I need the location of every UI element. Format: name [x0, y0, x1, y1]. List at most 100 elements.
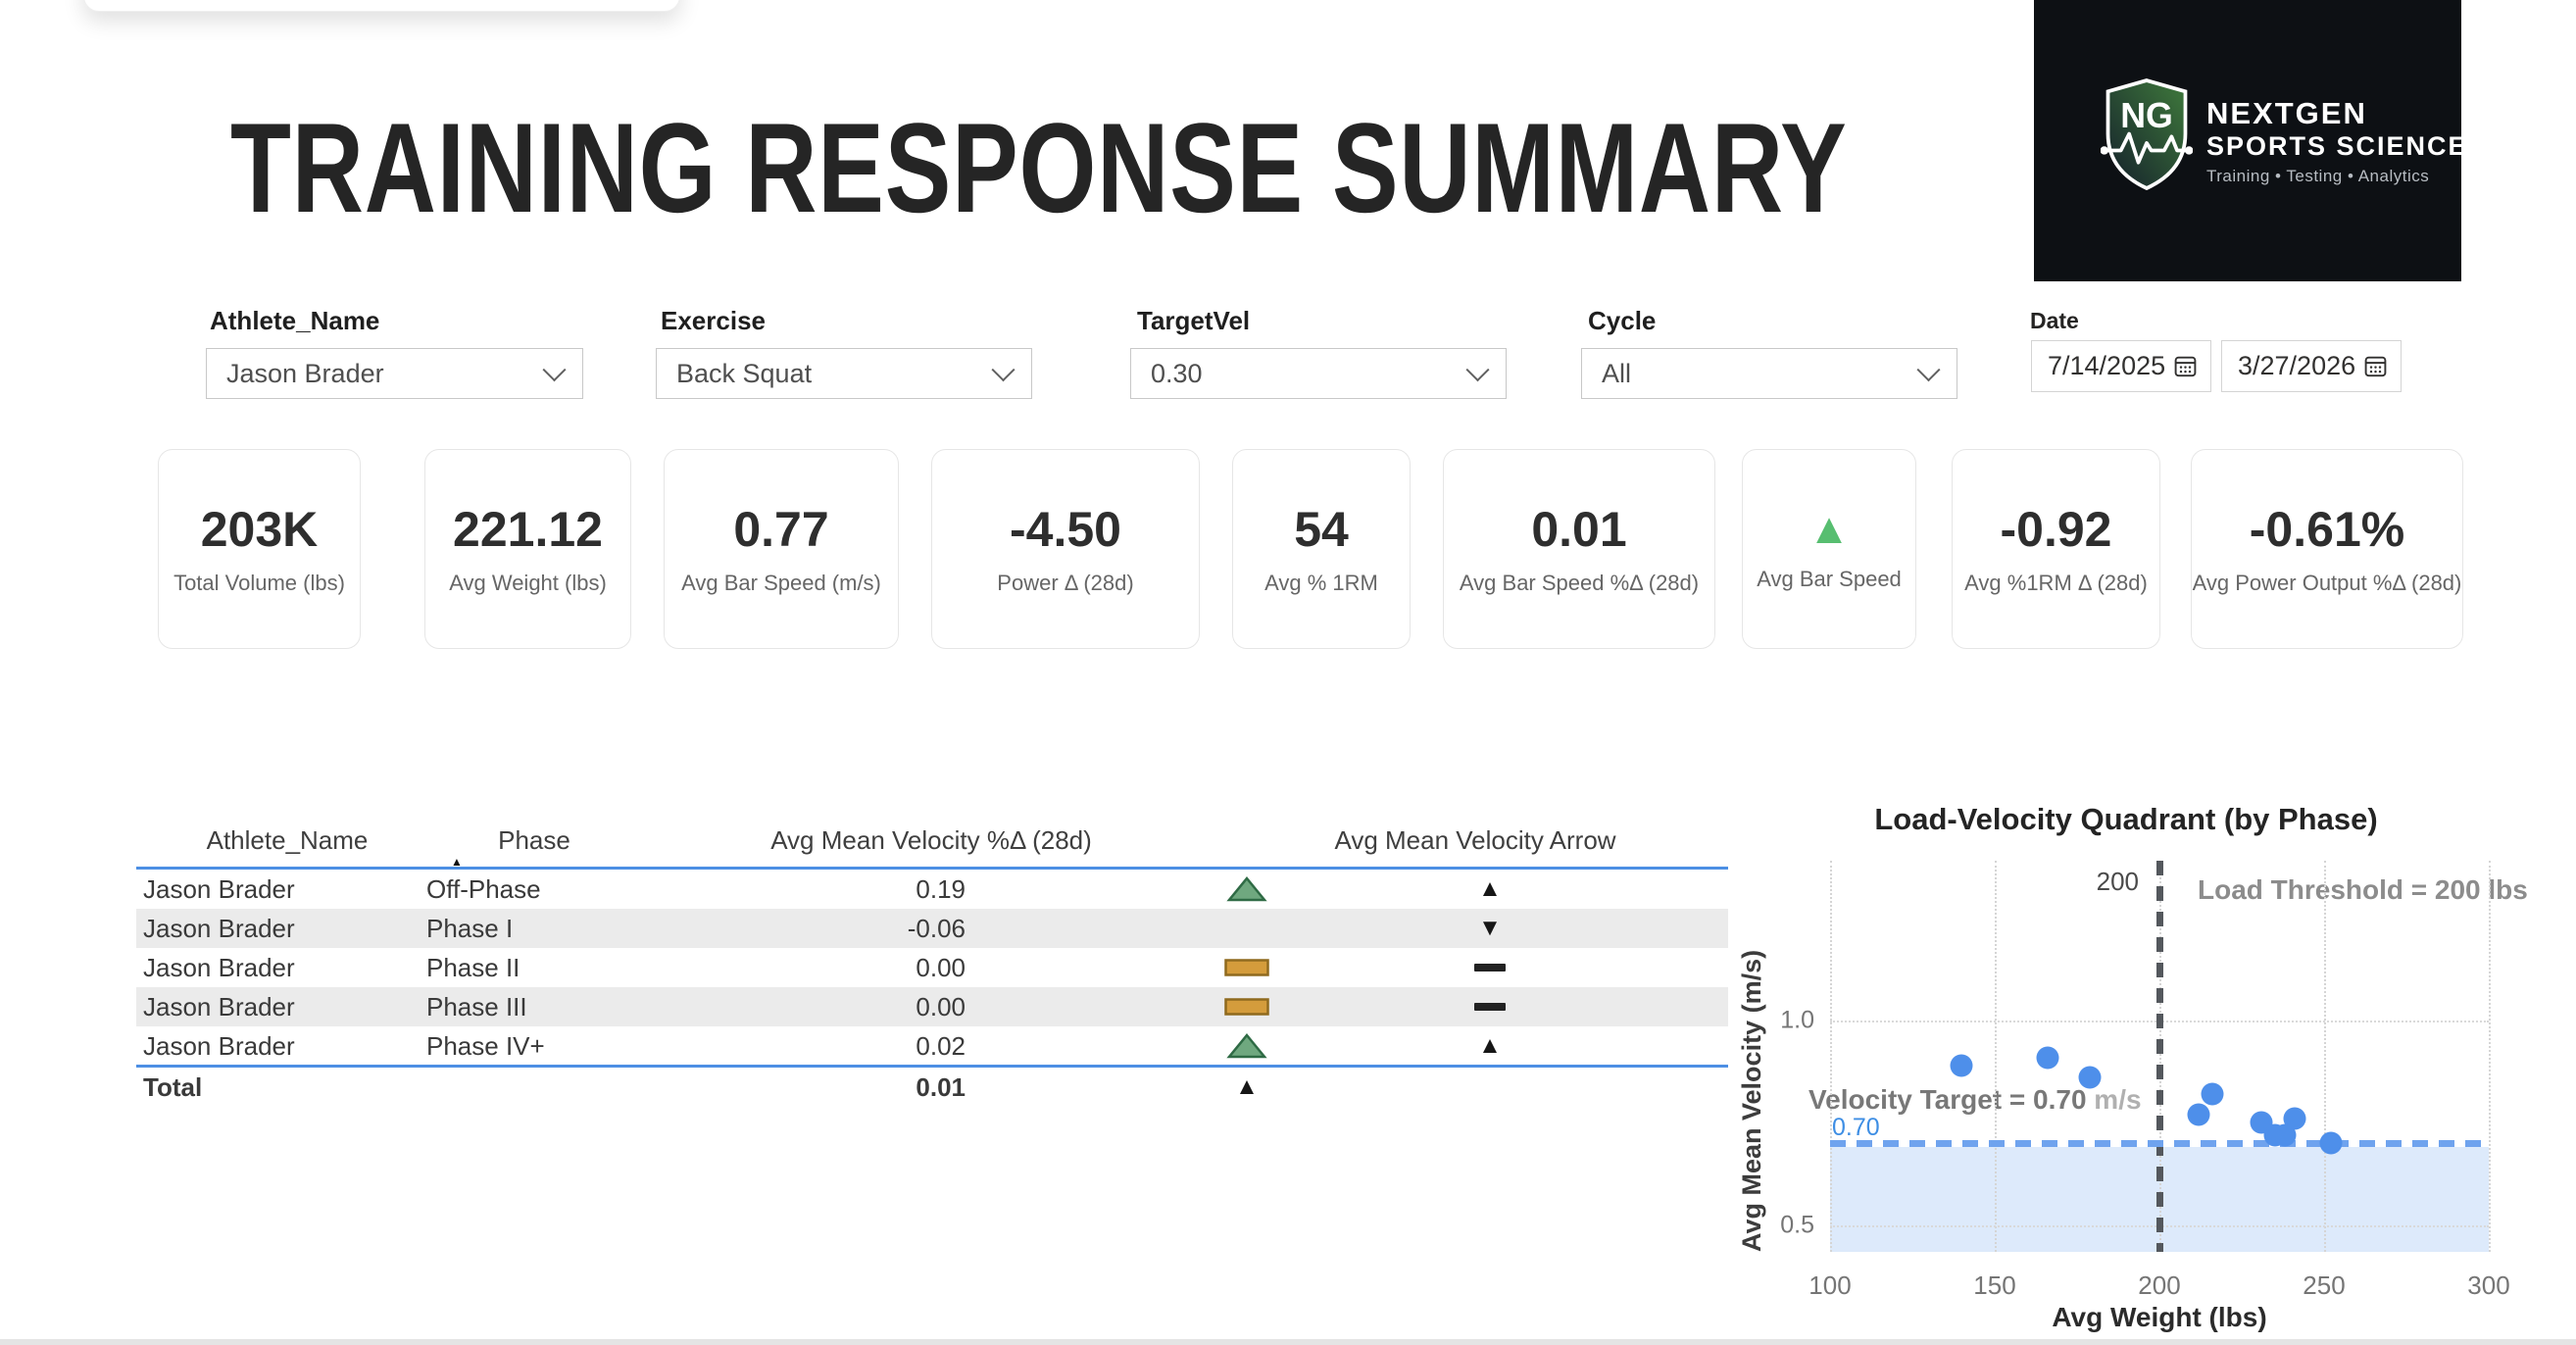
kpi-label: Avg % 1RM: [1264, 570, 1378, 595]
targetvel-dropdown[interactable]: 0.30: [1130, 348, 1507, 399]
x-tick-label-300: 300: [2467, 1270, 2510, 1300]
scatter-point-1[interactable]: [2036, 1046, 2059, 1070]
x-tick-label-200: 200: [2138, 1270, 2181, 1300]
exercise-dropdown-value: Back Squat: [676, 358, 813, 388]
gridline-x-100: [1830, 861, 1832, 1252]
date-start-value: 7/14/2025: [2048, 351, 2166, 380]
date-filter-label: Date: [2030, 308, 2079, 333]
table-body: Jason Brader Off-Phase 0.19 ▲ Jason Brader Ph…: [136, 870, 1728, 1066]
table-row-phase-i[interactable]: Jason Brader Phase I -0.06 ▼: [136, 909, 1728, 948]
col-header-velocity-arrow[interactable]: Avg Mean Velocity Arrow: [1334, 825, 1616, 855]
kpi-card-avg-bar-speed-m-s-: 0.77 Avg Bar Speed (m/s): [664, 449, 899, 649]
kpi-value: -0.61%: [2249, 501, 2405, 557]
table-header-underline: [136, 867, 1728, 870]
targetvel-filter-label: TargetVel: [1137, 306, 1251, 335]
cell-velocity-delta: 0.00: [916, 991, 966, 1021]
gridline-x-300: [2489, 861, 2491, 1252]
table-row-off-phase[interactable]: Jason Brader Off-Phase 0.19 ▲: [136, 870, 1728, 909]
threshold-line-value-label: 200: [2096, 867, 2139, 896]
scatter-point-0[interactable]: [1950, 1054, 1973, 1077]
scatter-point-8[interactable]: [2273, 1123, 2297, 1147]
chart-y-axis-title: Avg Mean Velocity (m/s): [1737, 949, 1766, 1252]
cell-velocity-delta: -0.06: [907, 913, 966, 943]
total-arrow-icon: ▲: [1235, 1073, 1259, 1100]
targetvel-dropdown-value: 0.30: [1151, 358, 1203, 388]
athlete-filter-label: Athlete_Name: [210, 306, 380, 335]
kpi-value: 221.12: [453, 501, 603, 557]
triangle-green-icon: [1226, 870, 1267, 909]
cell-athlete: Jason Brader: [143, 952, 295, 982]
exercise-dropdown[interactable]: Back Squat: [656, 348, 1032, 399]
page-title: TRAINING RESPONSE SUMMARY: [230, 96, 1848, 239]
arrow-up-icon: ▲: [1478, 875, 1502, 902]
col-header-phase[interactable]: Phase: [498, 825, 570, 855]
velocity-target-annotation: Velocity Target = 0.70 m/s: [1808, 1084, 2142, 1115]
calendar-icon[interactable]: [2172, 353, 2199, 379]
arrow-dash-icon: [1474, 948, 1506, 987]
table-row-phase-ii[interactable]: Jason Brader Phase II 0.00: [136, 948, 1728, 987]
canvas-bottom-edge: [0, 1339, 2576, 1345]
calendar-icon[interactable]: [2362, 353, 2389, 379]
kpi-label: Avg Bar Speed %Δ (28d): [1459, 570, 1700, 595]
cycle-dropdown-value: All: [1602, 358, 1632, 388]
scatter-point-4[interactable]: [2187, 1103, 2210, 1126]
table-row-phase-iii[interactable]: Jason Brader Phase III 0.00: [136, 987, 1728, 1026]
athlete-dropdown[interactable]: Jason Brader: [206, 348, 583, 399]
kpi-value: -4.50: [1010, 501, 1121, 557]
logo-monogram: NG: [2120, 96, 2173, 135]
kpi-card-avg-bar-speed: ▲ Avg Bar Speed: [1742, 449, 1916, 649]
sort-ascending-icon[interactable]: ▲: [451, 855, 463, 869]
table-row-phase-iv-[interactable]: Jason Brader Phase IV+ 0.02 ▲: [136, 1026, 1728, 1066]
total-label: Total: [143, 1071, 203, 1102]
table-total-row: Total 0.01 ▲: [136, 1068, 1728, 1107]
triangle-green-icon: [1226, 1026, 1267, 1066]
total-value: 0.01: [916, 1071, 966, 1102]
velocity-target-line: [1830, 1140, 2489, 1148]
kpi-label: Avg Weight (lbs): [449, 570, 607, 595]
logo-name-line1: NEXTGEN: [2206, 96, 2367, 130]
kpi-value: 0.01: [1531, 501, 1627, 557]
col-header-athlete[interactable]: Athlete_Name: [206, 825, 369, 855]
triangle-up-green: ▲: [1808, 504, 1851, 553]
gridline-x-150: [1995, 861, 1997, 1252]
cycle-dropdown[interactable]: All: [1581, 348, 1957, 399]
table-total-topline: [136, 1065, 1728, 1068]
load-threshold-annotation: Load Threshold = 200 lbs: [2198, 874, 2528, 905]
target-line-value-label: 0.70: [1832, 1114, 1880, 1141]
chevron-down-icon: [1465, 357, 1490, 381]
kpi-value: 0.77: [733, 501, 829, 557]
table-header-row: Athlete_Name Phase Avg Mean Velocity %Δ …: [136, 814, 1728, 869]
phase-velocity-table: Athlete_Name Phase Avg Mean Velocity %Δ …: [136, 814, 1728, 1108]
date-end-input[interactable]: 3/27/2026: [2221, 340, 2402, 392]
below-target-shaded-region: [1830, 1147, 2489, 1252]
chevron-down-icon: [542, 357, 567, 381]
load-threshold-line: [2156, 861, 2163, 1252]
gridline-y-0.5: [1830, 1224, 2489, 1227]
cell-phase: Phase I: [426, 913, 514, 943]
x-tick-label-250: 250: [2303, 1270, 2346, 1300]
scatter-point-9[interactable]: [2319, 1131, 2343, 1155]
cell-velocity-delta: 0.00: [916, 952, 966, 982]
brand-logo: NG NEXTGEN SPORTS SCIENCE Training • Tes…: [2034, 0, 2466, 281]
athlete-dropdown-value: Jason Brader: [226, 358, 384, 388]
col-header-velocity-delta[interactable]: Avg Mean Velocity %Δ (28d): [770, 825, 1092, 855]
date-start-input[interactable]: 7/14/2025: [2031, 340, 2211, 392]
exercise-filter-label: Exercise: [661, 306, 766, 335]
partial-top-card: [83, 0, 680, 12]
kpi-card-avg-bar-speed-28d-: 0.01 Avg Bar Speed %Δ (28d): [1443, 449, 1715, 649]
gridline-x-200: [2159, 861, 2161, 1252]
scatter-point-3[interactable]: [2201, 1082, 2224, 1106]
arrow-up-icon: ▲: [1478, 1032, 1502, 1059]
bar-amber-icon: [1224, 987, 1269, 1026]
gridline-y-1: [1830, 1020, 2489, 1022]
kpi-card-avg-weight-lbs-: 221.12 Avg Weight (lbs): [424, 449, 631, 649]
cell-athlete: Jason Brader: [143, 1030, 295, 1061]
x-tick-label-100: 100: [1808, 1270, 1852, 1300]
arrow-down-icon: ▼: [1478, 915, 1502, 941]
cell-velocity-delta: 0.19: [916, 873, 966, 904]
cell-phase: Phase II: [426, 952, 520, 982]
bar-amber-icon: [1224, 948, 1269, 987]
scatter-point-2[interactable]: [2078, 1066, 2102, 1089]
kpi-card-avg-power-output-28d-: -0.61% Avg Power Output %Δ (28d): [2191, 449, 2463, 649]
kpi-card-avg-1rm: 54 Avg % 1RM: [1232, 449, 1411, 649]
